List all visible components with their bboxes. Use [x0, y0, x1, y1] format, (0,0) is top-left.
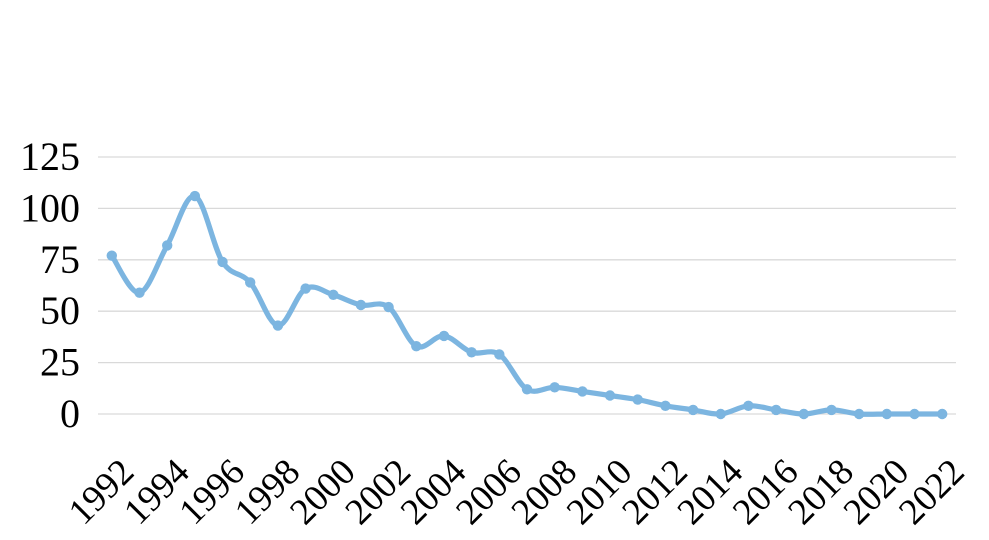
data-point [494, 349, 505, 360]
y-axis-tick-label: 100 [20, 185, 80, 230]
data-point [355, 299, 367, 311]
data-point [162, 240, 173, 251]
data-point [577, 386, 588, 397]
data-point [715, 408, 726, 420]
y-axis-tick-label: 50 [40, 288, 80, 333]
data-point [826, 404, 837, 416]
data-point [798, 408, 809, 420]
data-point [272, 320, 284, 331]
data-point [909, 408, 920, 420]
data-point [328, 289, 339, 300]
data-point [604, 390, 616, 401]
data-point [660, 400, 671, 411]
data-point [521, 384, 533, 395]
data-point [106, 250, 118, 261]
data-point [217, 256, 228, 268]
data-point [687, 404, 699, 416]
data-point [881, 408, 892, 420]
data-point [770, 404, 782, 416]
y-axis-tick-label: 75 [40, 237, 80, 282]
data-point [300, 283, 311, 294]
data-point [383, 301, 394, 313]
data-point [189, 190, 201, 202]
y-axis-tick-label: 0 [60, 391, 80, 436]
data-point [466, 347, 477, 358]
data-point [134, 287, 145, 298]
data-point [937, 408, 948, 420]
data-point [632, 394, 643, 405]
data-point [743, 400, 754, 411]
data-point [549, 382, 560, 393]
data-point [438, 330, 450, 342]
x-axis-tick-label: 2022 [891, 451, 972, 532]
y-axis-tick-label: 125 [20, 134, 80, 179]
series-line [109, 193, 945, 417]
data-point [411, 341, 422, 352]
data-point [245, 277, 256, 288]
data-point [853, 408, 865, 420]
y-axis-tick-label: 25 [40, 340, 80, 385]
